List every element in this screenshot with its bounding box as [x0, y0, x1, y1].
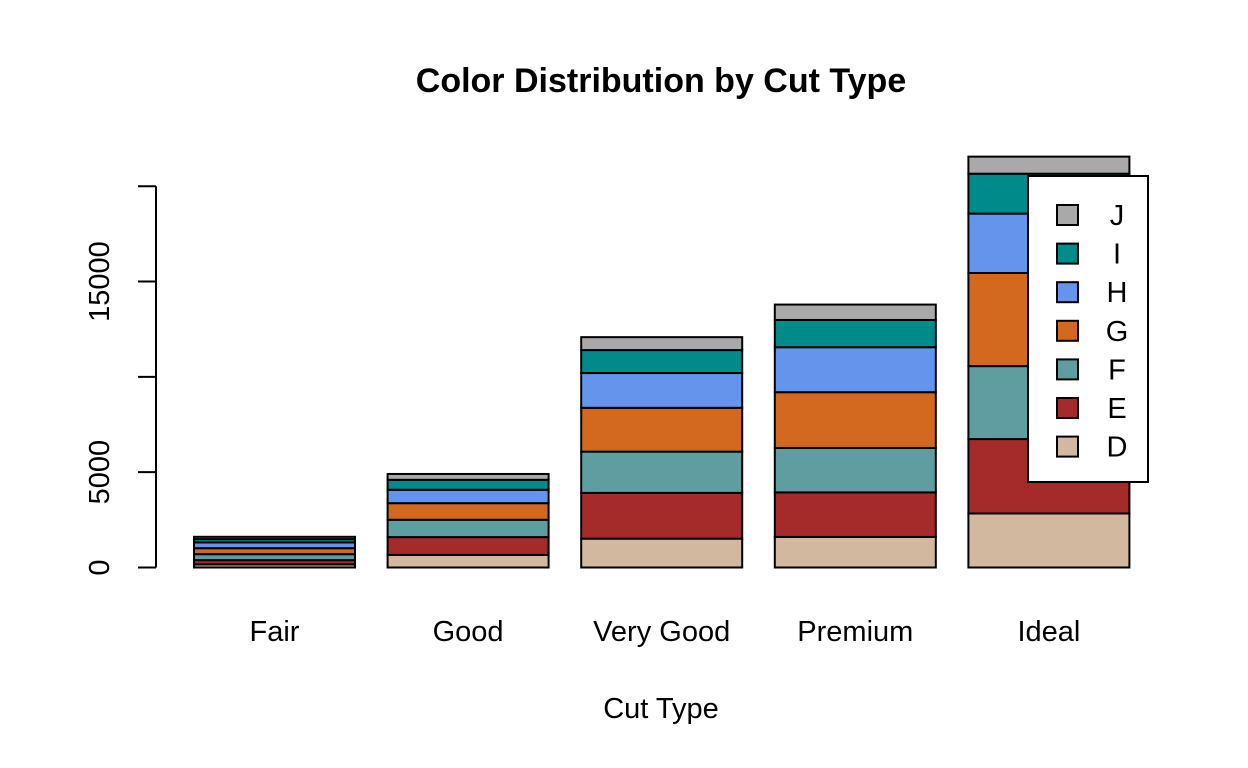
- legend-swatch-d: [1056, 435, 1079, 458]
- bar-segment-fair-j: [193, 535, 356, 541]
- bar-segment-good-e: [386, 536, 550, 556]
- bar-segment-very-good-f: [580, 450, 744, 494]
- bar-segment-premium-f: [773, 446, 937, 494]
- bar-segment-ideal-d: [967, 512, 1131, 569]
- legend-label-e: E: [1107, 393, 1126, 425]
- y-tick-label: 5000: [84, 440, 116, 505]
- legend-label-g: G: [1106, 316, 1129, 348]
- bar-segment-very-good-e: [580, 491, 744, 540]
- legend-label-h: H: [1107, 277, 1128, 309]
- bar-segment-good-h: [386, 488, 550, 505]
- bar-segment-premium-i: [773, 318, 937, 349]
- y-tick-label: 15000: [84, 241, 116, 322]
- chart-title: Color Distribution by Cut Type: [416, 62, 906, 100]
- bar-segment-premium-e: [773, 491, 937, 538]
- x-axis-label: Cut Type: [603, 693, 719, 725]
- bar-segment-premium-d: [773, 535, 937, 569]
- bar-segment-premium-j: [773, 303, 937, 321]
- bar-segment-ideal-j: [967, 155, 1131, 175]
- legend-label-d: D: [1107, 432, 1128, 464]
- y-tick-label: 0: [84, 559, 116, 575]
- legend-label-f: F: [1108, 354, 1126, 386]
- legend-swatch-e: [1056, 397, 1079, 419]
- bar-segment-very-good-j: [580, 336, 744, 352]
- x-tick-labels: Fair Good Very Good Premium Ideal: [250, 616, 1081, 648]
- legend-swatch-f: [1056, 358, 1079, 381]
- legend-label-i: I: [1113, 239, 1121, 271]
- bar-segment-very-good-i: [580, 349, 744, 375]
- bar-segment-good-d: [386, 553, 550, 569]
- x-tick-label: Fair: [250, 616, 300, 648]
- bar-segment-very-good-h: [580, 372, 744, 409]
- bar-segment-premium-h: [773, 346, 937, 394]
- bar-segment-good-i: [386, 478, 550, 491]
- legend-label-j: J: [1110, 200, 1125, 232]
- x-tick-label: Premium: [797, 616, 913, 648]
- legend-swatch-j: [1056, 204, 1079, 226]
- bar-segment-good-g: [386, 502, 550, 521]
- y-axis: 0 5000 15000: [84, 185, 157, 576]
- x-tick-label: Very Good: [593, 616, 730, 648]
- legend-swatch-i: [1056, 242, 1079, 265]
- bar-segment-very-good-g: [580, 406, 744, 453]
- x-tick-label: Good: [433, 616, 504, 648]
- legend-box: [1027, 175, 1149, 483]
- bars: [193, 155, 1131, 569]
- legend-swatch-h: [1056, 281, 1079, 304]
- bar-segment-good-j: [386, 472, 550, 481]
- x-tick-label: Ideal: [1017, 616, 1080, 648]
- bar-segment-very-good-d: [580, 537, 744, 569]
- legend-swatch-g: [1056, 319, 1079, 342]
- bar-segment-good-f: [386, 518, 550, 539]
- bar-segment-premium-g: [773, 391, 937, 449]
